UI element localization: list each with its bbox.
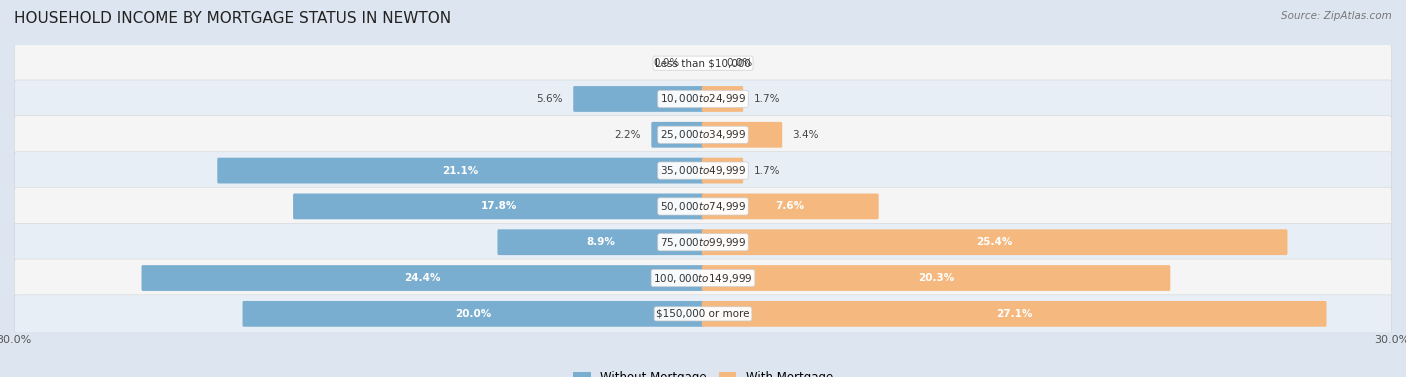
Text: $25,000 to $34,999: $25,000 to $34,999 bbox=[659, 128, 747, 141]
Text: 20.0%: 20.0% bbox=[456, 309, 492, 319]
FancyBboxPatch shape bbox=[142, 265, 704, 291]
Text: $35,000 to $49,999: $35,000 to $49,999 bbox=[659, 164, 747, 177]
FancyBboxPatch shape bbox=[14, 187, 1392, 225]
FancyBboxPatch shape bbox=[702, 301, 1326, 327]
Legend: Without Mortgage, With Mortgage: Without Mortgage, With Mortgage bbox=[568, 366, 838, 377]
Text: $100,000 to $149,999: $100,000 to $149,999 bbox=[654, 271, 752, 285]
FancyBboxPatch shape bbox=[498, 229, 704, 255]
Text: 5.6%: 5.6% bbox=[537, 94, 562, 104]
Text: 1.7%: 1.7% bbox=[754, 94, 780, 104]
FancyBboxPatch shape bbox=[218, 158, 704, 184]
Text: 8.9%: 8.9% bbox=[586, 237, 616, 247]
FancyBboxPatch shape bbox=[14, 295, 1392, 333]
FancyBboxPatch shape bbox=[292, 193, 704, 219]
FancyBboxPatch shape bbox=[702, 122, 782, 148]
FancyBboxPatch shape bbox=[14, 44, 1392, 82]
Text: 20.3%: 20.3% bbox=[918, 273, 955, 283]
Text: Source: ZipAtlas.com: Source: ZipAtlas.com bbox=[1281, 11, 1392, 21]
FancyBboxPatch shape bbox=[14, 223, 1392, 261]
FancyBboxPatch shape bbox=[702, 265, 1170, 291]
Text: 0.0%: 0.0% bbox=[725, 58, 752, 68]
FancyBboxPatch shape bbox=[243, 301, 704, 327]
Text: 17.8%: 17.8% bbox=[481, 201, 517, 211]
Text: 25.4%: 25.4% bbox=[976, 237, 1012, 247]
Text: $150,000 or more: $150,000 or more bbox=[657, 309, 749, 319]
Text: 1.7%: 1.7% bbox=[754, 166, 780, 176]
FancyBboxPatch shape bbox=[14, 259, 1392, 297]
FancyBboxPatch shape bbox=[14, 116, 1392, 154]
FancyBboxPatch shape bbox=[651, 122, 704, 148]
Text: HOUSEHOLD INCOME BY MORTGAGE STATUS IN NEWTON: HOUSEHOLD INCOME BY MORTGAGE STATUS IN N… bbox=[14, 11, 451, 26]
Text: $50,000 to $74,999: $50,000 to $74,999 bbox=[659, 200, 747, 213]
Text: $10,000 to $24,999: $10,000 to $24,999 bbox=[659, 92, 747, 106]
FancyBboxPatch shape bbox=[702, 193, 879, 219]
Text: 27.1%: 27.1% bbox=[995, 309, 1032, 319]
Text: 3.4%: 3.4% bbox=[793, 130, 820, 140]
FancyBboxPatch shape bbox=[702, 86, 744, 112]
Text: 0.0%: 0.0% bbox=[654, 58, 681, 68]
FancyBboxPatch shape bbox=[14, 80, 1392, 118]
FancyBboxPatch shape bbox=[574, 86, 704, 112]
Text: 24.4%: 24.4% bbox=[405, 273, 441, 283]
Text: 21.1%: 21.1% bbox=[443, 166, 479, 176]
Text: 2.2%: 2.2% bbox=[614, 130, 641, 140]
FancyBboxPatch shape bbox=[702, 229, 1288, 255]
Text: 7.6%: 7.6% bbox=[776, 201, 804, 211]
Text: Less than $10,000: Less than $10,000 bbox=[655, 58, 751, 68]
FancyBboxPatch shape bbox=[702, 158, 744, 184]
FancyBboxPatch shape bbox=[14, 152, 1392, 190]
Text: $75,000 to $99,999: $75,000 to $99,999 bbox=[659, 236, 747, 249]
